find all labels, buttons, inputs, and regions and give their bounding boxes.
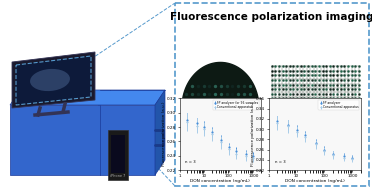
Polygon shape [10, 90, 165, 105]
Polygon shape [16, 56, 91, 105]
Text: 96 samples: 96 samples [191, 26, 245, 35]
Text: Fluorescence polarization imaging: Fluorescence polarization imaging [170, 12, 372, 22]
Polygon shape [175, 3, 369, 186]
Text: iPhone 7: iPhone 7 [110, 174, 126, 178]
X-axis label: DON concentration (ng/mL): DON concentration (ng/mL) [285, 179, 344, 183]
Polygon shape [12, 52, 95, 108]
Polygon shape [182, 62, 259, 153]
Polygon shape [10, 105, 155, 175]
Text: n = 3: n = 3 [275, 160, 286, 164]
Polygon shape [155, 90, 165, 175]
Polygon shape [111, 135, 125, 173]
X-axis label: DON concentration (ng/mL): DON concentration (ng/mL) [190, 179, 250, 183]
Polygon shape [108, 130, 128, 180]
Ellipse shape [30, 69, 70, 91]
Y-axis label: Fluorescence polarization (a.u.): Fluorescence polarization (a.u.) [162, 102, 166, 167]
Text: n = 3: n = 3 [185, 160, 196, 164]
Y-axis label: Fluorescence polarization (a.u.): Fluorescence polarization (a.u.) [251, 102, 254, 167]
Legend: FP analyzer, Conventional apparatus: FP analyzer, Conventional apparatus [318, 100, 359, 110]
Legend: FP analyzer for 96 samples, Conventional apparatus: FP analyzer for 96 samples, Conventional… [213, 100, 259, 110]
Text: 500 samples: 500 samples [292, 26, 352, 35]
